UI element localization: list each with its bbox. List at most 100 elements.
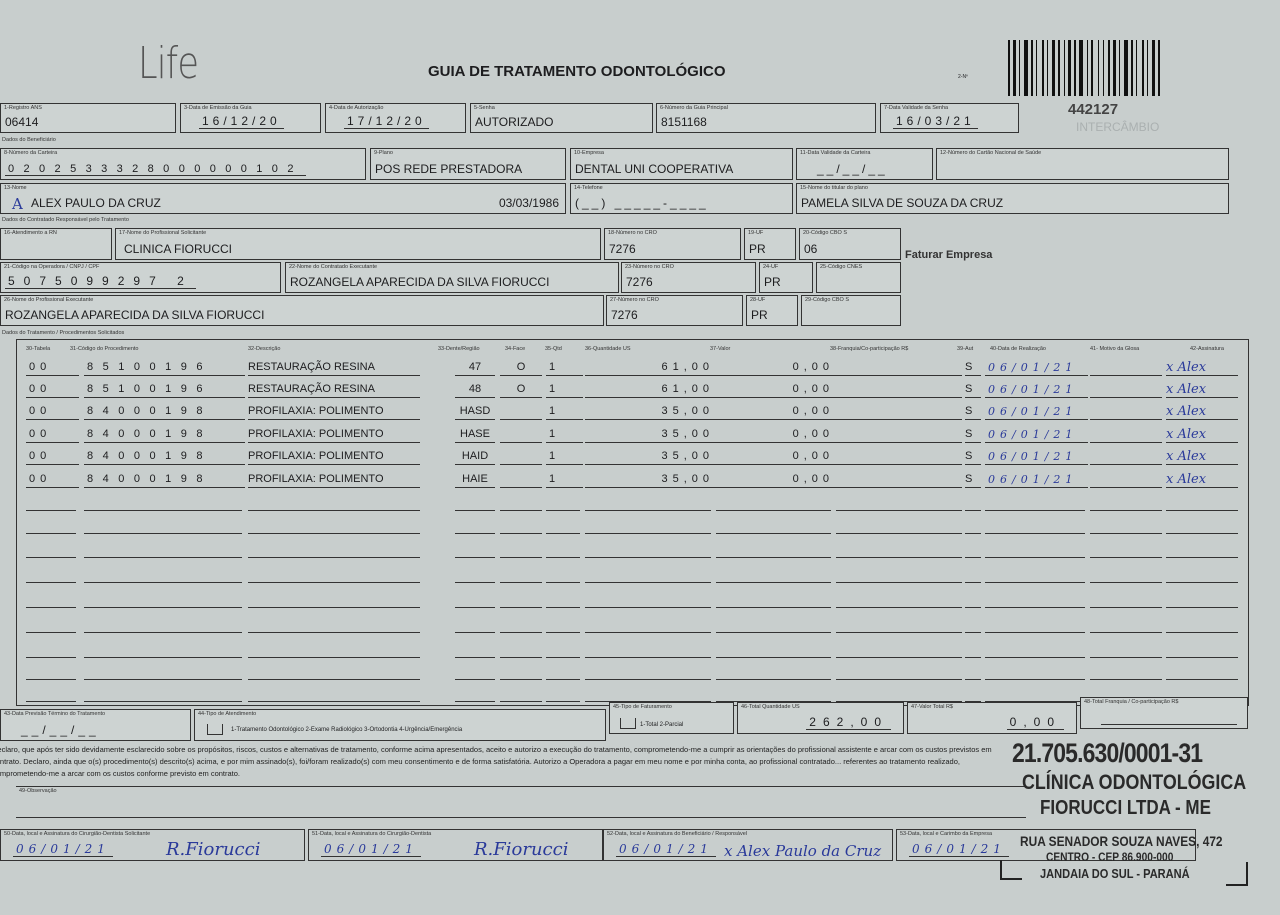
cell-sign[interactable]: [1166, 617, 1238, 633]
cell-face[interactable]: [500, 404, 542, 420]
cell-franchise[interactable]: [836, 449, 962, 465]
cell-qty[interactable]: 1: [546, 427, 583, 443]
cell-sign[interactable]: [1166, 518, 1238, 534]
cell-date[interactable]: 06/01/21: [985, 472, 1088, 488]
cell-tooth[interactable]: [455, 642, 495, 658]
cell-table[interactable]: [26, 542, 76, 558]
cell-gloss[interactable]: [1090, 567, 1162, 583]
cell-qty[interactable]: [546, 542, 580, 558]
cell-gloss[interactable]: [1090, 449, 1162, 465]
cell-tooth[interactable]: 48: [455, 382, 495, 398]
field-issue-date[interactable]: 3-Data de Emissão da Guia 16/12/20: [180, 103, 321, 133]
cell-franchise[interactable]: [836, 617, 962, 633]
cell-sign[interactable]: [1166, 592, 1238, 608]
cell-table[interactable]: [26, 592, 76, 608]
cell-us[interactable]: [585, 495, 711, 511]
cell-code[interactable]: 84000198: [84, 449, 245, 465]
cell-value[interactable]: 0,00: [716, 427, 836, 443]
cell-aut[interactable]: [965, 518, 981, 534]
cell-tooth[interactable]: [455, 567, 495, 583]
cell-face[interactable]: [500, 495, 542, 511]
cell-us[interactable]: 61,00: [585, 382, 716, 398]
cell-desc[interactable]: [248, 518, 420, 534]
cell-sign[interactable]: [1166, 495, 1238, 511]
cell-face[interactable]: [500, 518, 542, 534]
cell-date[interactable]: [985, 542, 1085, 558]
cell-aut[interactable]: S: [965, 427, 981, 443]
cell-aut[interactable]: S: [965, 360, 981, 376]
cell-desc[interactable]: [248, 592, 420, 608]
cell-franchise[interactable]: [836, 686, 962, 702]
cell-desc[interactable]: [248, 642, 420, 658]
field-plan[interactable]: 9-Plano POS REDE PRESTADORA: [370, 148, 566, 180]
cell-face[interactable]: [500, 592, 542, 608]
field-total-us[interactable]: 46-Total Quantidade US 262,00: [737, 702, 904, 734]
field-password-validity[interactable]: 7-Data Validade da Senha 16/03/21: [880, 103, 1019, 133]
cell-desc[interactable]: [248, 686, 420, 702]
cell-qty[interactable]: [546, 642, 580, 658]
field-executor[interactable]: 26-Nome do Profissional Executante ROZANG…: [0, 295, 604, 326]
field-requester[interactable]: 17-Nome do Profissional Solicitante CLINI…: [115, 228, 601, 260]
cell-value[interactable]: [716, 542, 831, 558]
cell-face[interactable]: [500, 664, 542, 680]
cell-face[interactable]: [500, 427, 542, 443]
cell-franchise[interactable]: [836, 472, 962, 488]
cell-face[interactable]: O: [500, 360, 542, 376]
cell-code[interactable]: 85100196: [84, 382, 245, 398]
cell-desc[interactable]: PROFILAXIA: POLIMENTO: [248, 427, 420, 443]
cell-us[interactable]: [585, 567, 711, 583]
cell-date[interactable]: [985, 686, 1085, 702]
cell-date[interactable]: 06/01/21: [985, 382, 1088, 398]
cell-table[interactable]: [26, 567, 76, 583]
cell-desc[interactable]: RESTAURAÇÃO RESINA: [248, 360, 420, 376]
cell-date[interactable]: [985, 592, 1085, 608]
cell-code[interactable]: 84000198: [84, 472, 245, 488]
cell-franchise[interactable]: [836, 495, 962, 511]
cell-gloss[interactable]: [1090, 404, 1162, 420]
cell-gloss[interactable]: [1090, 642, 1162, 658]
field-cbo-3[interactable]: 29-Código CBO S: [801, 295, 901, 326]
cell-table[interactable]: [26, 495, 76, 511]
field-cro-3[interactable]: 27-Número no CRO 7276: [606, 295, 743, 326]
cell-desc[interactable]: [248, 495, 420, 511]
signature-field-53[interactable]: 53-Data, local e Carimbo da Empresa 06/01…: [896, 829, 1196, 861]
cell-value[interactable]: [716, 567, 831, 583]
cell-value[interactable]: 0,00: [716, 360, 836, 376]
cell-code[interactable]: [84, 518, 242, 534]
cell-face[interactable]: O: [500, 382, 542, 398]
field-uf-2[interactable]: 24-UF PR: [759, 262, 813, 293]
signature-field-52[interactable]: 52-Data, local e Assinatura do Beneficiá…: [603, 829, 893, 861]
cell-desc[interactable]: [248, 664, 420, 680]
checkbox[interactable]: [620, 718, 636, 729]
cell-us[interactable]: 35,00: [585, 472, 716, 488]
field-uf-3[interactable]: 28-UF PR: [746, 295, 798, 326]
cell-franchise[interactable]: [836, 567, 962, 583]
cell-date[interactable]: [985, 664, 1085, 680]
cell-sign[interactable]: [1166, 664, 1238, 680]
cell-sign[interactable]: x Alex: [1166, 472, 1238, 488]
field-plan-holder[interactable]: 15-Nome do titular do plano PAMELA SILVA …: [796, 183, 1229, 214]
cell-value[interactable]: [716, 617, 831, 633]
cell-table[interactable]: [26, 617, 76, 633]
field-uf-1[interactable]: 19-UF PR: [744, 228, 796, 260]
cell-us[interactable]: 35,00: [585, 427, 716, 443]
field-cro-1[interactable]: 18-Número no CRO 7276: [604, 228, 741, 260]
cell-table[interactable]: 00: [26, 382, 79, 398]
cell-franchise[interactable]: [836, 592, 962, 608]
cell-sign[interactable]: [1166, 567, 1238, 583]
cell-franchise[interactable]: [836, 427, 962, 443]
cell-value[interactable]: [716, 518, 831, 534]
field-rn[interactable]: 16-Atendimento a RN: [0, 228, 112, 260]
cell-tooth[interactable]: HAIE: [455, 472, 495, 488]
cell-code[interactable]: [84, 642, 242, 658]
cell-gloss[interactable]: [1090, 495, 1162, 511]
field-card-validity[interactable]: 11-Data Validade da Carteira __/__/__: [796, 148, 933, 180]
cell-aut[interactable]: S: [965, 404, 981, 420]
field-total-franchise[interactable]: 48-Total Franquia / Co-participação R$: [1080, 697, 1248, 729]
checkbox[interactable]: [207, 724, 223, 735]
cell-aut[interactable]: S: [965, 449, 981, 465]
cell-face[interactable]: [500, 449, 542, 465]
cell-value[interactable]: 0,00: [716, 404, 836, 420]
cell-face[interactable]: [500, 642, 542, 658]
cell-value[interactable]: 0,00: [716, 472, 836, 488]
